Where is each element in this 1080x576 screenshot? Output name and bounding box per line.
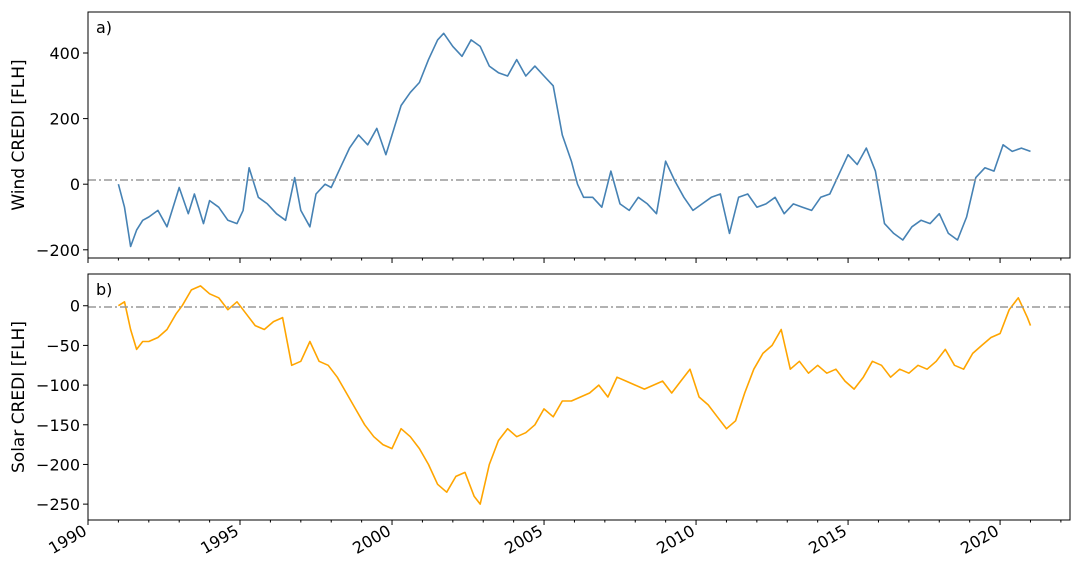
- panel-b: −250 −200 −150 −100 −50 0 1990 1995 2000 2005 201…: [9, 273, 1071, 558]
- panel-a-label: a): [96, 18, 112, 37]
- panel-a-xticks: [87, 258, 1062, 263]
- panel-b-ytick-label: −200: [36, 455, 80, 474]
- panel-b-xtick-label: 2005: [501, 521, 546, 558]
- panel-b-ytick-label: −150: [36, 416, 80, 435]
- panel-b-yticks: −250 −200 −150 −100 −50 0: [36, 297, 88, 514]
- panel-b-xticks: 1990 1995 2000 2005 2010 2015 2020: [45, 520, 1062, 558]
- panel-b-xtick-label: 2015: [805, 521, 850, 558]
- panel-a-ytick-label: 400: [49, 44, 80, 63]
- panel-b-xtick-label: 2000: [349, 521, 394, 558]
- panel-a-ytick-label: −200: [36, 241, 80, 260]
- panel-b-ytick-label: −100: [36, 376, 80, 395]
- panel-b-xtick-label: 2010: [653, 521, 698, 558]
- panel-b-series: [117, 285, 1032, 505]
- panel-a-ytick-label: 200: [49, 110, 80, 129]
- panel-b-ytick-label: −250: [36, 495, 80, 514]
- panel-a-series-line-0: [117, 32, 1031, 248]
- panel-a-ylabel: Wind CREDI [FLH]: [9, 59, 29, 210]
- panel-b-series-line-0: [117, 285, 1032, 505]
- panel-b-label: b): [96, 280, 112, 299]
- panel-b-xtick-label: 1995: [197, 521, 242, 558]
- panel-a-ytick-label: 0: [70, 175, 80, 194]
- panel-a-yticks: −200 0 200 400: [36, 44, 88, 260]
- panel-a-series: [117, 32, 1031, 248]
- panel-b-ylabel: Solar CREDI [FLH]: [9, 321, 29, 473]
- panel-b-ytick-label: −50: [46, 336, 80, 355]
- panel-b-ytick-label: 0: [70, 297, 80, 316]
- panel-b-frame: [87, 273, 1071, 521]
- panel-a-frame: [87, 11, 1071, 259]
- panel-a: −200 0 200 400 a) Wind CREDI [FLH]: [9, 11, 1071, 263]
- panel-b-xtick-label: 1990: [45, 521, 90, 558]
- panel-b-xtick-label: 2020: [957, 521, 1002, 558]
